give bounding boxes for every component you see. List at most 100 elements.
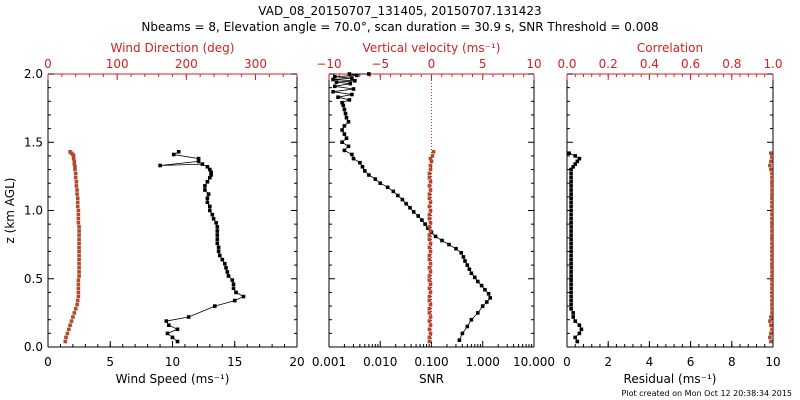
y-tick-label: 0.5	[24, 272, 43, 286]
data-point	[68, 323, 72, 327]
data-point	[769, 167, 773, 172]
data-point	[770, 270, 774, 274]
data-point	[569, 171, 573, 176]
data-point	[378, 181, 382, 185]
data-point	[208, 175, 212, 180]
data-point	[353, 79, 357, 83]
data-point	[431, 150, 436, 154]
data-point	[770, 192, 774, 196]
data-point	[770, 249, 774, 254]
data-point	[577, 323, 582, 327]
data-point	[77, 237, 81, 241]
data-point	[427, 311, 432, 315]
data-point	[69, 319, 74, 323]
x-tick-label: 0	[44, 355, 52, 369]
data-point	[770, 278, 774, 282]
data-point	[770, 188, 774, 192]
data-point	[75, 298, 80, 303]
data-point	[73, 307, 78, 311]
data-point	[340, 100, 344, 105]
data-point	[427, 253, 432, 258]
data-point	[73, 165, 77, 169]
x-tick-label: 10	[765, 355, 780, 369]
data-point	[467, 267, 472, 271]
data-point	[569, 204, 573, 209]
data-point	[340, 140, 344, 144]
data-point	[68, 150, 72, 154]
data-point	[158, 163, 162, 168]
data-point	[569, 212, 573, 217]
data-point	[457, 338, 462, 342]
data-point	[75, 200, 80, 205]
data-point	[367, 173, 371, 177]
data-point	[428, 261, 433, 266]
data-point	[427, 175, 432, 180]
data-point	[428, 290, 433, 295]
data-point	[770, 327, 774, 332]
data-point	[341, 103, 346, 108]
data-point	[226, 274, 231, 278]
data-point	[396, 193, 400, 198]
data-point	[216, 245, 221, 250]
data-point	[573, 162, 577, 166]
data-point	[72, 162, 77, 166]
data-point	[427, 294, 432, 299]
data-point	[575, 339, 580, 344]
data-point	[770, 311, 774, 315]
data-point	[77, 241, 81, 246]
data-point	[770, 294, 774, 299]
data-point	[428, 221, 433, 225]
data-point	[165, 331, 170, 336]
panel-correlation: 0 2 4 6 8 10 Residual (ms⁻¹) 0.0 0.2 0.4 0.6 0.8 1.0…	[557, 41, 782, 386]
data-point	[350, 92, 354, 97]
data-point	[459, 251, 463, 255]
data-point	[480, 304, 485, 308]
data-point	[573, 319, 577, 323]
top-tick-label: 0.2	[599, 57, 618, 71]
data-point	[569, 286, 573, 291]
data-point	[769, 339, 773, 344]
data-point	[211, 216, 216, 221]
data-point	[404, 201, 408, 206]
data-point	[423, 222, 427, 226]
data-point	[768, 335, 772, 340]
data-point	[213, 304, 217, 308]
data-point	[73, 175, 78, 180]
data-point	[770, 208, 774, 213]
top-tick-label: 100	[106, 57, 129, 71]
series-snr	[331, 72, 492, 342]
data-point	[196, 159, 201, 164]
x-axis-label: SNR	[419, 372, 444, 386]
data-point	[350, 152, 354, 157]
data-point	[770, 302, 774, 307]
data-point	[208, 204, 212, 209]
data-point	[569, 307, 573, 311]
x-tick-label: 10.000	[513, 355, 555, 369]
data-point	[75, 302, 79, 307]
data-point	[170, 335, 175, 340]
data-point	[67, 327, 71, 332]
data-point	[223, 261, 227, 266]
data-point	[770, 274, 774, 278]
y-axis-label: z (km AGL)	[3, 178, 17, 244]
data-point	[460, 331, 465, 336]
x-tick-label: 0	[563, 355, 571, 369]
data-point	[769, 151, 773, 155]
data-point	[176, 150, 181, 154]
data-point	[569, 216, 573, 221]
data-point	[241, 294, 246, 299]
top-tick-label: 0	[44, 57, 52, 71]
data-point	[76, 212, 81, 217]
data-point	[76, 294, 81, 299]
data-point	[196, 156, 201, 161]
x-tick-label: 6	[687, 355, 695, 369]
data-point	[205, 165, 210, 169]
data-point	[336, 95, 340, 99]
data-point	[770, 196, 774, 200]
data-point	[569, 270, 573, 274]
data-point	[73, 167, 77, 172]
data-point	[427, 274, 432, 278]
data-point	[569, 298, 573, 303]
data-point	[768, 319, 772, 323]
